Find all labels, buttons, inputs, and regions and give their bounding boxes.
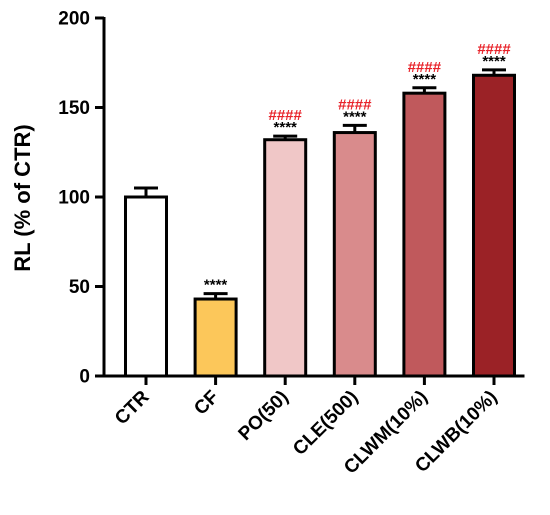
significance-stars: **** bbox=[343, 108, 367, 125]
significance-stars: **** bbox=[413, 71, 437, 88]
y-tick-label: 50 bbox=[69, 277, 90, 298]
bar-group: ****#### bbox=[472, 41, 516, 378]
y-tick-label: 150 bbox=[58, 98, 90, 119]
significance-stars: **** bbox=[482, 53, 506, 70]
significance-stars: **** bbox=[204, 277, 228, 294]
bar-group: ****#### bbox=[332, 96, 377, 378]
bar bbox=[193, 297, 238, 378]
bar bbox=[263, 138, 308, 378]
y-tick-label: 0 bbox=[79, 367, 90, 388]
bar bbox=[124, 195, 168, 378]
y-axis-title: RL (% of CTR) bbox=[10, 124, 35, 271]
x-category-label: CF bbox=[190, 387, 223, 420]
bar bbox=[472, 73, 516, 378]
y-tick-label: 200 bbox=[58, 9, 90, 30]
bar-group: ****#### bbox=[402, 59, 447, 378]
bar bbox=[402, 91, 447, 378]
bar bbox=[332, 131, 377, 378]
significance-stars: **** bbox=[274, 119, 298, 136]
bar-group bbox=[124, 186, 168, 378]
significance-hash: #### bbox=[408, 59, 442, 76]
bar-group: **** bbox=[193, 277, 238, 378]
significance-hash: #### bbox=[477, 41, 511, 58]
x-category-label: PO(50) bbox=[235, 387, 293, 445]
x-axis: CTR CF PO(50)CLE(500)CLWM(10%)CLWB(10%) bbox=[102, 374, 525, 478]
y-axis: 0 50 100 150 200 bbox=[58, 9, 106, 388]
significance-hash: #### bbox=[338, 96, 372, 113]
y-tick-label: 100 bbox=[58, 188, 90, 209]
x-category-label: CLE(500) bbox=[289, 387, 362, 460]
bar-group: ****#### bbox=[263, 107, 308, 378]
significance-hash: #### bbox=[269, 107, 303, 124]
bars: ********#### ****####****#### ****#### bbox=[124, 41, 516, 378]
x-category-label: CTR bbox=[111, 386, 154, 429]
